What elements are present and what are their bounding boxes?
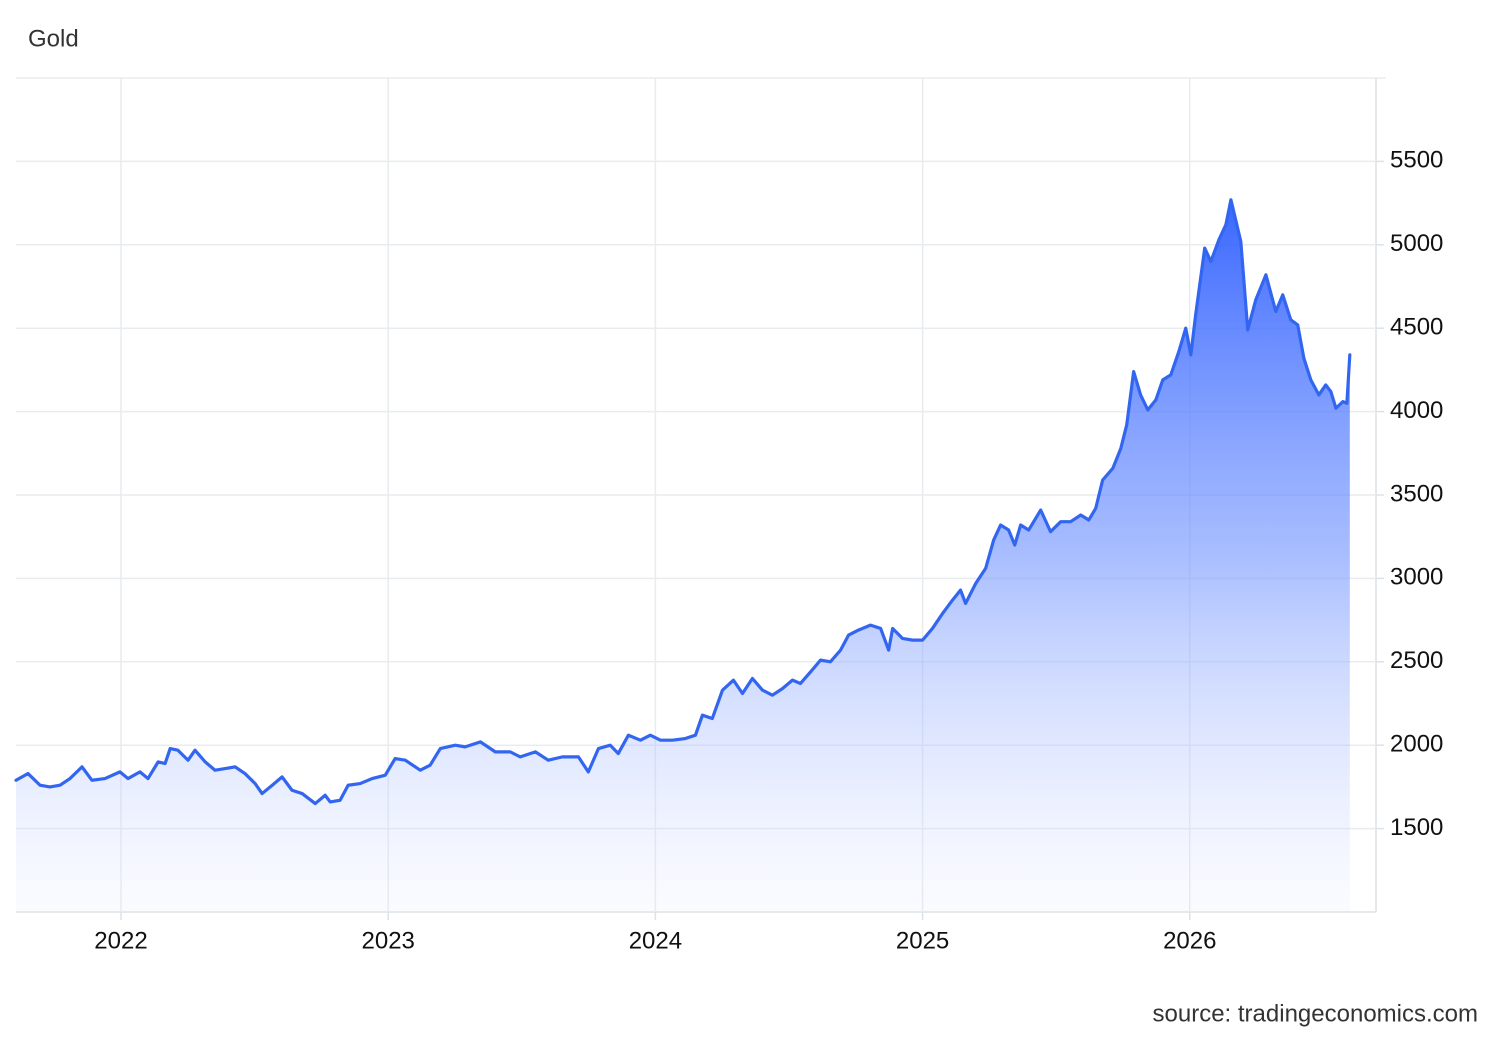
y-tick-label: 5500 (1390, 147, 1443, 174)
x-tick-label: 2025 (896, 927, 949, 954)
y-tick-label: 2500 (1390, 647, 1443, 674)
plot (14, 198, 1352, 912)
y-tick-label: 4500 (1390, 314, 1443, 341)
y-tick-label: 2000 (1390, 731, 1443, 758)
x-tick-label: 2024 (629, 927, 682, 954)
x-tick-label: 2023 (362, 927, 415, 954)
x-tick-label: 2026 (1163, 927, 1216, 954)
chart-title: Gold (28, 25, 79, 52)
y-tick-label: 5000 (1390, 230, 1443, 257)
x-tick-label: 2022 (94, 927, 147, 954)
area-fill (16, 199, 1350, 912)
y-tick-label: 4000 (1390, 397, 1443, 424)
y-tick-label: 3500 (1390, 480, 1443, 507)
y-tick-label: 3000 (1390, 564, 1443, 591)
source-note: source: tradingeconomics.com (1153, 1000, 1478, 1027)
y-tick-label: 1500 (1390, 814, 1443, 841)
price-line (14, 198, 1352, 806)
